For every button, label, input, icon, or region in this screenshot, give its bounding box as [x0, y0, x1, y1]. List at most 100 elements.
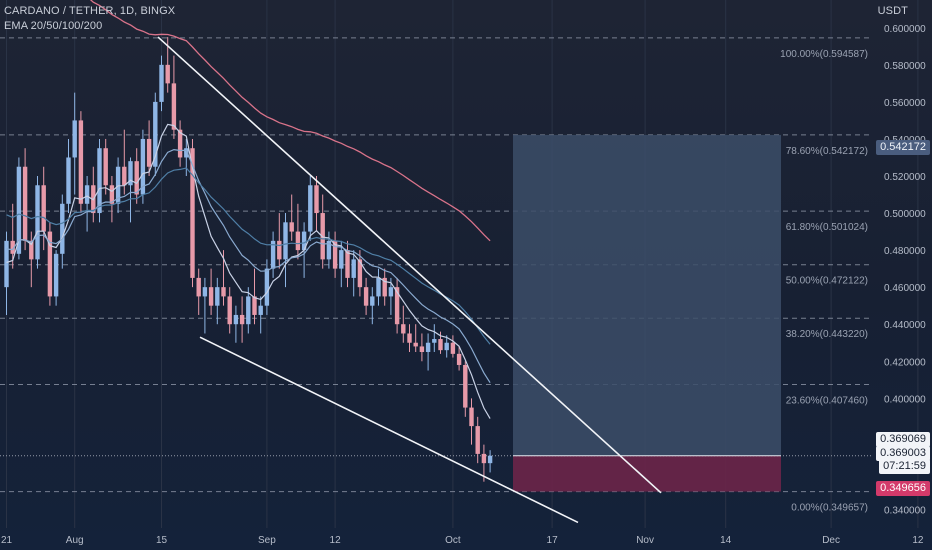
candle-body: [357, 259, 363, 288]
y-tick-label: 0.580000: [884, 61, 926, 72]
candle-body: [388, 287, 394, 297]
candle-body: [332, 240, 338, 269]
candle-body: [60, 203, 65, 254]
candle-body: [146, 138, 152, 167]
candle-body: [84, 185, 90, 204]
candle-body: [413, 342, 418, 347]
x-tick-label: 12: [912, 535, 924, 546]
candle-body: [41, 185, 46, 232]
candle-body: [10, 240, 15, 254]
y-tick-label: 0.500000: [884, 209, 926, 220]
candle-body: [308, 185, 313, 232]
candle-body: [184, 148, 189, 158]
candle-body: [270, 240, 276, 269]
candle-body: [171, 83, 177, 130]
candle-body: [475, 426, 480, 454]
candle-body: [264, 268, 270, 306]
candle-body: [159, 64, 164, 102]
target-zone: [513, 134, 781, 456]
indicator-legend: EMA 20/50/100/200: [4, 20, 103, 32]
fib-level-label: 78.60%(0.542172): [786, 146, 868, 157]
candle-body: [35, 185, 40, 260]
ema-100-line: [6, 167, 491, 345]
fib-level-label: 50.00%(0.472122): [786, 276, 868, 287]
candle-body: [438, 339, 443, 351]
candle-body: [351, 259, 356, 278]
candle-body: [72, 120, 77, 158]
candle-body: [326, 240, 332, 260]
currency-label: USDT: [877, 5, 908, 17]
x-tick-label: 14: [720, 535, 732, 546]
candle-body: [419, 346, 425, 352]
fib-level-label: 38.20%(0.443220): [786, 329, 868, 340]
candle-body: [339, 250, 344, 269]
candle-body: [103, 148, 108, 186]
candle-body: [487, 455, 493, 464]
x-tick-label: Nov: [636, 535, 654, 546]
x-tick-label: Sep: [258, 535, 276, 546]
candle-body: [444, 342, 449, 351]
candle-body: [134, 161, 139, 195]
candle-body: [450, 342, 456, 354]
candle-body: [78, 120, 84, 204]
candle-body: [382, 277, 387, 297]
candle-body: [47, 231, 53, 297]
candle-body: [370, 296, 375, 306]
x-tick-label: Dec: [822, 535, 840, 546]
candle-body: [208, 287, 214, 306]
candle-body: [401, 324, 406, 334]
candle-body: [481, 453, 487, 464]
fib-level-label: 23.60%(0.407460): [786, 395, 868, 406]
upper-trendline: [157, 36, 662, 494]
countdown-tag: 07:21:59: [879, 459, 930, 474]
candle-body: [153, 101, 158, 167]
candle-body: [239, 314, 245, 325]
x-tick-label: 17: [547, 535, 559, 546]
candle-body: [190, 148, 195, 278]
candle-body: [128, 161, 133, 186]
target-price-tag: 0.542172: [876, 140, 930, 155]
candle-body: [215, 287, 220, 306]
candle-body: [314, 185, 319, 214]
candle-body: [277, 240, 282, 260]
candle-body: [29, 240, 34, 260]
y-tick-label: 0.480000: [884, 246, 926, 257]
x-tick-label: Aug: [66, 535, 84, 546]
y-tick-label: 0.440000: [884, 320, 926, 331]
y-tick-label: 0.600000: [884, 24, 926, 35]
candle-body: [283, 222, 288, 260]
candle-body: [363, 287, 369, 306]
y-tick-label: 0.560000: [884, 98, 926, 109]
candle-body: [345, 250, 350, 278]
y-tick-label: 0.460000: [884, 283, 926, 294]
current-price-tag-a: 0.369069: [876, 432, 930, 447]
candle-body: [177, 129, 183, 158]
y-tick-label: 0.520000: [884, 172, 926, 183]
candle-body: [463, 364, 468, 408]
candle-body: [456, 353, 462, 365]
stop-zone: [513, 455, 781, 492]
fib-level-label: 61.80%(0.501024): [786, 222, 868, 233]
fib-level-label: 0.00%(0.349657): [791, 503, 868, 514]
candle-body: [394, 287, 400, 325]
candle-body: [246, 296, 251, 325]
candle-body: [289, 222, 294, 232]
candle-body: [109, 185, 115, 204]
current-price-tag-b: 0.369003: [876, 446, 930, 461]
candle-body: [202, 287, 208, 297]
candle-body: [376, 277, 381, 297]
x-tick-label: 21: [1, 535, 13, 546]
candle-body: [22, 166, 28, 241]
candle-body: [53, 253, 59, 297]
candle-body: [301, 231, 307, 251]
stop-price-tag: 0.349656: [876, 481, 930, 496]
candle-body: [122, 166, 127, 186]
candle-body: [196, 277, 201, 297]
candle-body: [233, 314, 239, 325]
symbol-title: CARDANO / TETHER, 1D, BINGX: [4, 5, 176, 17]
x-tick-label: 15: [156, 535, 168, 546]
y-tick-label: 0.420000: [884, 357, 926, 368]
candle-body: [252, 296, 257, 315]
